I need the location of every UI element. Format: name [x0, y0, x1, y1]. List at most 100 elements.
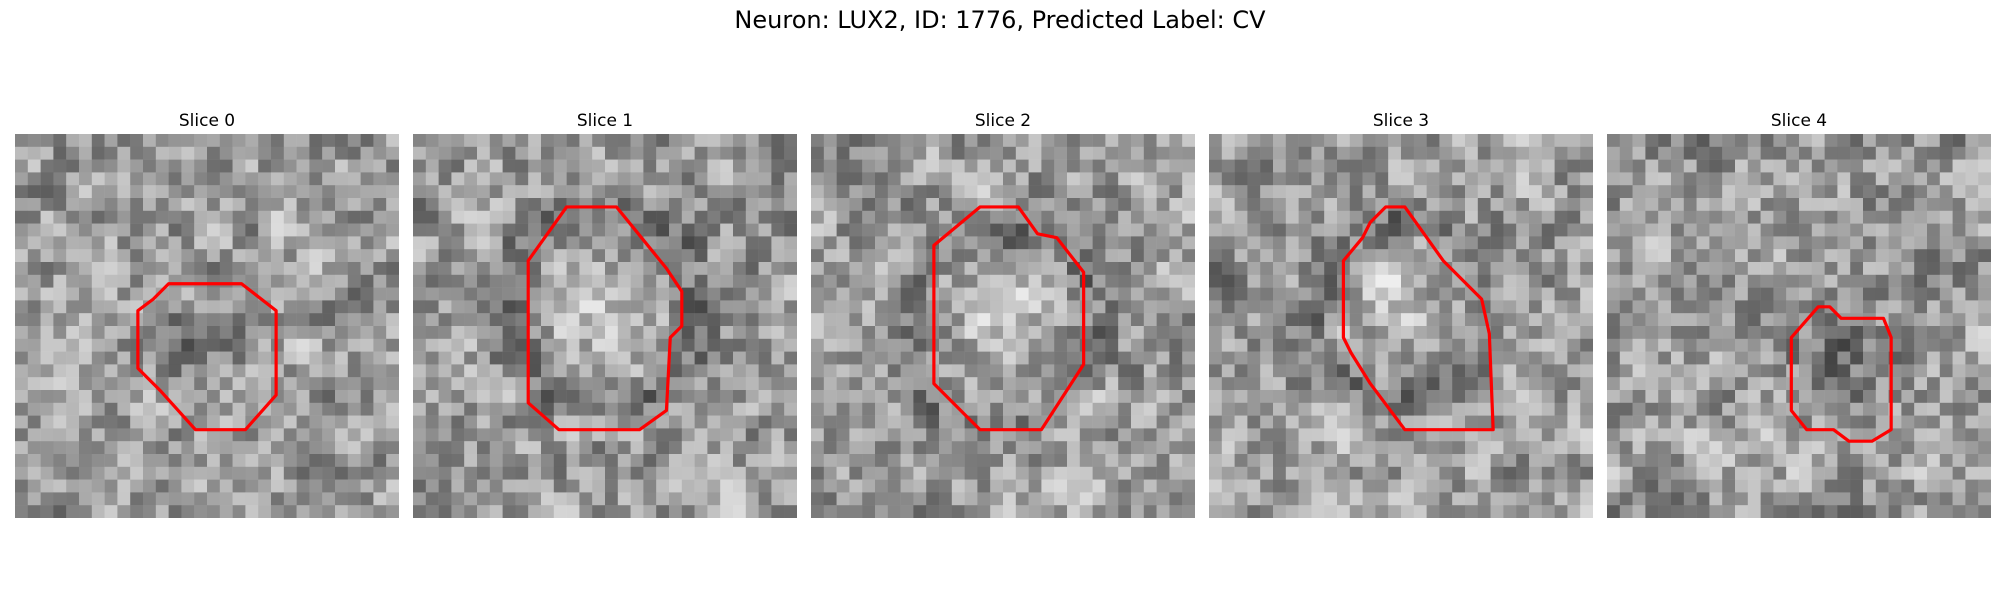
pixel [489, 454, 503, 468]
pixel [309, 287, 323, 301]
pixel [592, 274, 606, 288]
pixel [1927, 454, 1941, 468]
pixel [720, 454, 734, 468]
pixel [617, 351, 631, 365]
pixel [1824, 134, 1838, 148]
pixel [464, 415, 478, 429]
pixel [347, 492, 361, 506]
pixel [1927, 198, 1941, 212]
pixel [1952, 377, 1966, 391]
pixel [40, 390, 54, 404]
pixel [1567, 198, 1581, 212]
pixel [1567, 390, 1581, 404]
pixel [656, 326, 670, 340]
pixel [1541, 466, 1555, 480]
pixel [1914, 159, 1928, 173]
pixel [1260, 198, 1274, 212]
pixel [1658, 287, 1672, 301]
pixel [1324, 505, 1338, 518]
pixel [489, 198, 503, 212]
pixel [425, 172, 439, 186]
pixel [1041, 159, 1055, 173]
pixel [104, 351, 118, 365]
pixel [1209, 479, 1223, 493]
pixel [1349, 172, 1363, 186]
pixel [681, 338, 695, 352]
pixel [1696, 300, 1710, 314]
pixel [1554, 402, 1568, 416]
pixel [1683, 146, 1697, 160]
pixel [1914, 441, 1928, 455]
pixel [1169, 313, 1183, 327]
pixel [1952, 364, 1966, 378]
pixel [875, 351, 889, 365]
pixel [1786, 492, 1800, 506]
pixel [720, 249, 734, 263]
pixel [1490, 223, 1504, 237]
pixel [1811, 287, 1825, 301]
pixel [605, 249, 619, 263]
pixel [15, 338, 29, 352]
pixel [630, 441, 644, 455]
pixel [91, 236, 105, 250]
pixel [733, 338, 747, 352]
pixel [1311, 377, 1325, 391]
pixel [1426, 300, 1440, 314]
pixel [27, 428, 41, 442]
pixel [1632, 351, 1646, 365]
pixel [605, 364, 619, 378]
pixel [27, 364, 41, 378]
pixel [669, 313, 683, 327]
pixel [1875, 505, 1889, 518]
pixel [27, 146, 41, 160]
pixel [656, 172, 670, 186]
pixel [951, 287, 965, 301]
pixel [811, 159, 825, 173]
pixel [1143, 313, 1157, 327]
pixel [1156, 172, 1170, 186]
pixel [643, 351, 657, 365]
pixel [1747, 492, 1761, 506]
pixel [1477, 377, 1491, 391]
pixel [1273, 492, 1287, 506]
pixel [477, 428, 491, 442]
pixel [745, 185, 759, 199]
pixel [1722, 466, 1736, 480]
pixel [27, 236, 41, 250]
pixel [951, 249, 965, 263]
pixel [1324, 146, 1338, 160]
pixel [1658, 223, 1672, 237]
pixel [1143, 300, 1157, 314]
pixel [1337, 210, 1351, 224]
pixel [425, 338, 439, 352]
pixel [1143, 428, 1157, 442]
pixel [1273, 377, 1287, 391]
pixel [1529, 466, 1543, 480]
pixel [1311, 479, 1325, 493]
pixel [1156, 223, 1170, 237]
pixel [130, 390, 144, 404]
pixel [91, 287, 105, 301]
pixel [40, 262, 54, 276]
pixel [386, 326, 399, 340]
pixel [1273, 223, 1287, 237]
pixel [1452, 210, 1466, 224]
pixel [258, 134, 272, 148]
pixel [669, 249, 683, 263]
pixel [1799, 402, 1813, 416]
pixel [1234, 198, 1248, 212]
pixel [271, 134, 285, 148]
pixel [181, 287, 195, 301]
pixel [335, 402, 349, 416]
pixel [1965, 223, 1979, 237]
pixel [990, 454, 1004, 468]
pixel [862, 505, 876, 518]
pixel [1683, 159, 1697, 173]
pixel [1952, 287, 1966, 301]
pixel [990, 505, 1004, 518]
pixel [130, 274, 144, 288]
pixel [502, 262, 516, 276]
pixel [1285, 185, 1299, 199]
pixel [1914, 236, 1928, 250]
pixel [347, 262, 361, 276]
